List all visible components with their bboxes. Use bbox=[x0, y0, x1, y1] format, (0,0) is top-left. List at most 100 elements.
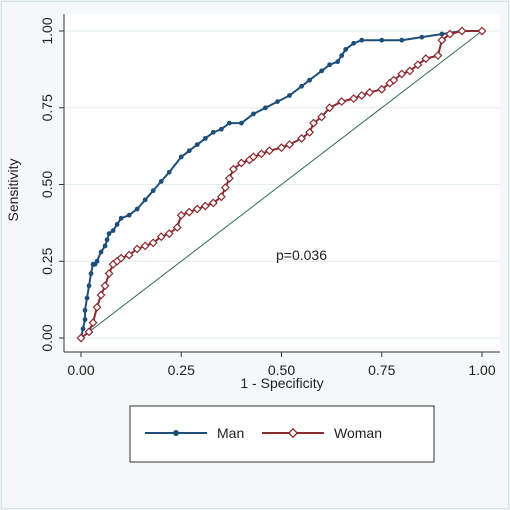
point-man-2 bbox=[82, 317, 88, 322]
point-woman-36 bbox=[317, 112, 327, 122]
point-woman-32 bbox=[285, 140, 294, 150]
y-axis-ticks: 0.00 0.25 0.50 0.75 1.00 bbox=[39, 17, 64, 352]
point-woman-24 bbox=[224, 173, 234, 183]
point-woman-4 bbox=[96, 290, 106, 300]
point-man-31 bbox=[251, 111, 256, 117]
point-man-17 bbox=[126, 212, 132, 218]
point-woman-5 bbox=[100, 281, 110, 291]
point-woman-0 bbox=[76, 333, 86, 343]
point-woman-29 bbox=[257, 149, 266, 159]
series-man bbox=[78, 28, 485, 341]
point-woman-19 bbox=[192, 204, 202, 214]
y-axis-title: Sensitivity bbox=[5, 158, 21, 221]
point-woman-50 bbox=[437, 35, 447, 45]
point-woman-38 bbox=[337, 97, 347, 107]
legend-item-woman: Woman bbox=[262, 425, 382, 441]
point-woman-37 bbox=[325, 103, 335, 113]
point-man-23 bbox=[178, 154, 184, 160]
point-woman-47 bbox=[413, 60, 423, 70]
point-man-28 bbox=[218, 126, 224, 132]
point-woman-23 bbox=[220, 183, 230, 193]
point-man-3 bbox=[82, 307, 88, 313]
point-man-36 bbox=[307, 77, 312, 83]
point-woman-53 bbox=[477, 26, 487, 36]
legend-marker-woman bbox=[287, 427, 299, 439]
point-woman-17 bbox=[176, 210, 186, 220]
point-woman-46 bbox=[405, 66, 415, 76]
point-woman-11 bbox=[132, 244, 142, 254]
point-woman-44 bbox=[389, 75, 399, 85]
point-man-47 bbox=[439, 31, 445, 37]
point-man-16 bbox=[118, 215, 124, 221]
point-woman-3 bbox=[92, 302, 102, 312]
y-tick-label-1: 0.25 bbox=[39, 247, 55, 274]
point-man-44 bbox=[379, 37, 385, 43]
x-tick-label-4: 1.00 bbox=[468, 362, 495, 378]
point-woman-39 bbox=[349, 94, 359, 103]
point-man-25 bbox=[194, 142, 200, 147]
point-woman-18 bbox=[184, 207, 194, 217]
x-tick-label-1: 0.25 bbox=[168, 362, 195, 378]
point-woman-25 bbox=[228, 164, 238, 174]
x-axis-title: 1 - Specificity bbox=[240, 375, 323, 391]
point-woman-28 bbox=[248, 152, 258, 162]
point-man-21 bbox=[158, 179, 164, 184]
point-man-5 bbox=[86, 283, 92, 289]
legend: Man Woman bbox=[129, 405, 435, 463]
point-man-27 bbox=[210, 129, 216, 135]
point-woman-31 bbox=[277, 143, 286, 153]
point-woman-1 bbox=[84, 327, 94, 337]
point-man-6 bbox=[88, 271, 94, 276]
point-woman-12 bbox=[140, 241, 150, 251]
point-man-26 bbox=[202, 136, 208, 141]
point-man-18 bbox=[134, 206, 140, 212]
reference-diagonal-line bbox=[80, 30, 483, 339]
point-woman-40 bbox=[357, 91, 367, 100]
point-woman-21 bbox=[208, 198, 218, 208]
point-woman-33 bbox=[297, 134, 306, 143]
y-tick-label-4: 1.00 bbox=[39, 17, 55, 44]
point-woman-49 bbox=[433, 51, 443, 61]
point-man-15 bbox=[114, 222, 120, 227]
point-woman-10 bbox=[124, 250, 134, 260]
point-woman-9 bbox=[116, 253, 126, 263]
point-man-37 bbox=[319, 68, 324, 74]
point-woman-51 bbox=[445, 29, 455, 39]
point-woman-45 bbox=[397, 69, 407, 79]
point-woman-48 bbox=[421, 54, 431, 64]
point-woman-14 bbox=[156, 232, 166, 242]
point-man-20 bbox=[150, 188, 156, 194]
legend-label-man: Man bbox=[217, 425, 244, 441]
point-man-10 bbox=[98, 249, 104, 255]
point-woman-13 bbox=[148, 238, 158, 248]
y-tick-label-0: 0.00 bbox=[39, 324, 55, 351]
point-man-34 bbox=[287, 93, 292, 98]
x-tick-label-0: 0.00 bbox=[67, 362, 94, 378]
legend-items: Man Woman bbox=[145, 425, 382, 441]
point-woman-15 bbox=[164, 229, 174, 239]
x-tick-label-3: 0.75 bbox=[368, 362, 395, 378]
point-woman-26 bbox=[236, 158, 246, 168]
point-man-29 bbox=[226, 120, 232, 126]
point-man-38 bbox=[327, 62, 333, 68]
point-man-1 bbox=[80, 326, 86, 332]
point-man-24 bbox=[186, 148, 192, 154]
point-man-11 bbox=[102, 243, 108, 249]
legend-item-man: Man bbox=[145, 425, 244, 441]
series-woman bbox=[76, 26, 487, 343]
point-woman-2 bbox=[88, 318, 98, 328]
point-woman-30 bbox=[265, 146, 274, 156]
point-man-46 bbox=[419, 34, 425, 40]
point-woman-42 bbox=[377, 84, 387, 94]
point-man-9 bbox=[94, 258, 100, 264]
point-woman-20 bbox=[200, 201, 210, 211]
point-woman-6 bbox=[104, 269, 114, 278]
series-layer bbox=[76, 26, 487, 343]
legend-marker-man bbox=[173, 430, 179, 436]
point-man-40 bbox=[339, 53, 345, 58]
x-axis-ticks: 0.00 0.25 0.50 0.75 1.00 bbox=[67, 352, 496, 378]
point-man-19 bbox=[142, 197, 148, 203]
p-value-annotation: p=0.036 bbox=[276, 247, 327, 263]
point-man-13 bbox=[106, 231, 112, 237]
